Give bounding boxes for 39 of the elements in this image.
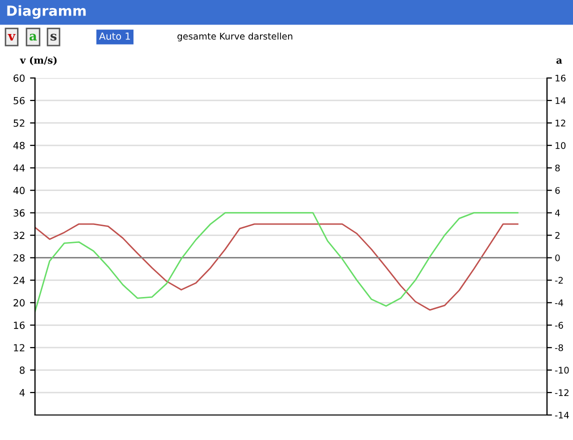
y2-tick-label: 16 xyxy=(556,74,566,82)
y-tick-label: 16 xyxy=(14,322,25,329)
y2-tick-label: -14 xyxy=(555,412,569,418)
y2-tick-label: 10 xyxy=(556,142,566,149)
y-tick-label: 36 xyxy=(14,209,25,217)
y2-tick-label: -10 xyxy=(555,366,569,374)
y2-tick-label: 4 xyxy=(555,210,560,216)
y-tick-label: 40 xyxy=(13,186,25,194)
y2-tick-label: -2 xyxy=(555,276,563,284)
text: s xyxy=(50,34,57,41)
y-tick-label: 20 xyxy=(14,299,25,306)
y-tick-label: 56 xyxy=(14,96,25,104)
chart-title: Diagramm xyxy=(7,5,86,19)
y2-tick-label: -8 xyxy=(555,344,564,352)
y-axis-title: v (m/s) xyxy=(20,56,57,66)
y2-tick-label: 6 xyxy=(555,187,560,194)
y-tick-label: 4 xyxy=(20,389,25,396)
text: Auto 1 xyxy=(99,32,130,40)
y-tick-label: 44 xyxy=(13,164,25,172)
y-tick-label: 60 xyxy=(14,74,25,82)
y2-tick-label: -4 xyxy=(555,300,564,306)
y2-tick-label: 0 xyxy=(555,254,560,262)
y2-tick-label: 2 xyxy=(555,232,560,239)
y2-tick-label: -12 xyxy=(555,389,568,396)
y-tick-label: 24 xyxy=(14,276,25,284)
text: a xyxy=(30,34,37,41)
y2-tick-label: -6 xyxy=(555,322,564,329)
y-tick-label: 48 xyxy=(13,142,25,150)
y2-tick-label: 8 xyxy=(555,164,560,172)
y2-tick-label: 12 xyxy=(556,120,566,126)
y-tick-label: 8 xyxy=(20,366,25,374)
y-tick-label: 28 xyxy=(14,254,25,262)
y-tick-label: 52 xyxy=(14,119,24,127)
text: v xyxy=(8,34,16,40)
y-tick-label: 12 xyxy=(14,344,24,352)
y2-tick-label: 14 xyxy=(556,97,566,104)
y-tick-label: 32 xyxy=(14,232,24,240)
text: gesamte Kurve darstellen xyxy=(178,32,292,42)
y2-axis-title: a xyxy=(556,58,562,64)
